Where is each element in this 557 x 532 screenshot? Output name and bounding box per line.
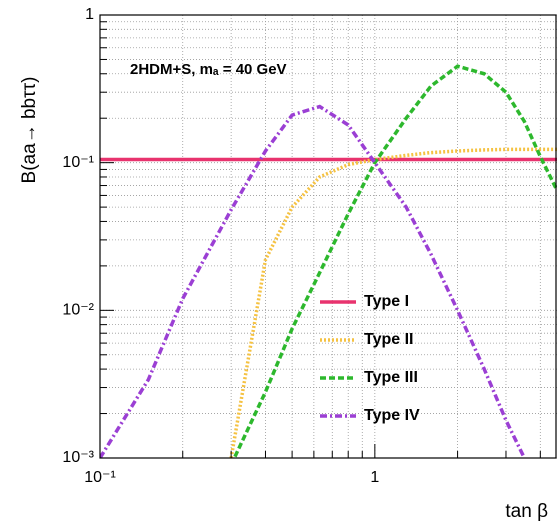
- y-tick-label: 10⁻¹: [62, 154, 94, 171]
- x-tick-label: 10⁻¹: [84, 469, 116, 486]
- lines: [100, 64, 557, 458]
- legend-label: Type III: [364, 369, 418, 386]
- legend-label: Type II: [364, 331, 414, 348]
- series-line: [100, 104, 527, 458]
- y-tick-label: 1: [85, 6, 94, 23]
- y-tick-label: 10⁻³: [62, 449, 94, 466]
- y-tick-label: 10⁻²: [62, 302, 94, 319]
- frame: [99, 14, 557, 459]
- y-axis-label: B(aa→ bbττ): [19, 77, 40, 184]
- annotation: 2HDM+S, mₐ = 40 GeV: [130, 61, 287, 78]
- plot-area: [100, 15, 557, 458]
- x-tick-label: 1: [370, 469, 379, 486]
- series-line: [232, 64, 557, 458]
- x-axis-label: tan β: [505, 501, 548, 522]
- legend-label: Type I: [364, 293, 409, 310]
- legend-label: Type IV: [364, 407, 420, 424]
